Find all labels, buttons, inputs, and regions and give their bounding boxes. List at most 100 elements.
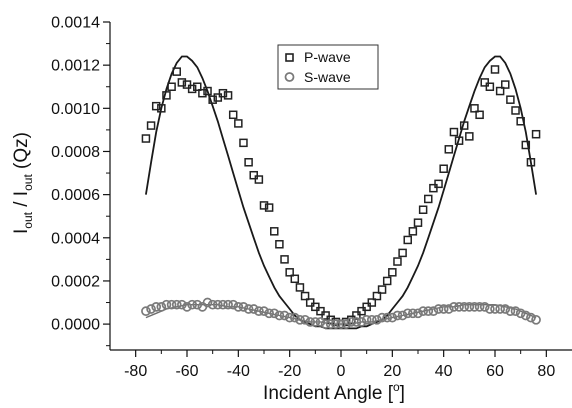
s-wave-point bbox=[310, 317, 321, 327]
y-tick-label: 0.0008 bbox=[51, 144, 100, 161]
y-tick-label: 0.0012 bbox=[51, 58, 100, 75]
p-wave-point bbox=[372, 291, 382, 301]
p-wave-point bbox=[187, 84, 197, 94]
s-wave-point bbox=[387, 312, 398, 323]
s-wave-point bbox=[269, 308, 280, 319]
y-tick-label: 0.0010 bbox=[51, 101, 100, 118]
legend-label-p-wave: P-wave bbox=[304, 49, 351, 65]
s-wave-point bbox=[336, 319, 346, 329]
s-wave-point bbox=[320, 319, 331, 329]
x-tick-label: -20 bbox=[278, 363, 301, 380]
p-wave-point bbox=[480, 78, 489, 87]
p-wave-point bbox=[444, 145, 454, 154]
s-wave-point bbox=[428, 306, 439, 317]
s-wave-point bbox=[531, 314, 541, 325]
p-wave-point bbox=[213, 93, 223, 102]
x-tick-label: -40 bbox=[227, 363, 250, 380]
p-wave-point bbox=[270, 227, 279, 236]
p-wave-point bbox=[198, 88, 207, 98]
p-wave-point bbox=[454, 136, 464, 145]
p-wave-point bbox=[490, 65, 500, 74]
s-wave-point bbox=[182, 301, 192, 312]
p-wave-point bbox=[470, 104, 479, 113]
p-wave-point bbox=[239, 138, 248, 148]
s-wave-point bbox=[202, 297, 213, 308]
s-wave-point bbox=[212, 299, 223, 310]
p-wave-point bbox=[485, 82, 495, 91]
s-wave-point bbox=[500, 304, 511, 314]
s-wave-point bbox=[238, 301, 249, 312]
p-wave-point bbox=[146, 121, 156, 130]
s-wave-point bbox=[315, 317, 326, 327]
p-wave-point bbox=[526, 158, 536, 167]
s-wave-point bbox=[192, 299, 203, 310]
s-wave-point bbox=[372, 314, 382, 325]
s-wave-point bbox=[254, 306, 264, 317]
s-wave-point bbox=[289, 312, 300, 323]
p-wave-point bbox=[280, 255, 289, 264]
s-wave-point bbox=[207, 299, 218, 310]
s-wave-point bbox=[228, 299, 239, 310]
p-wave-point bbox=[511, 106, 520, 115]
p-wave-point bbox=[418, 205, 428, 214]
p-wave-point bbox=[295, 283, 305, 292]
s-wave-point bbox=[151, 301, 162, 312]
p-wave-point bbox=[311, 302, 320, 312]
legend-marker-s-wave bbox=[284, 72, 295, 82]
p-wave-point bbox=[157, 104, 166, 113]
s-wave-point bbox=[361, 314, 372, 325]
p-wave-point bbox=[275, 240, 284, 249]
p-wave-point bbox=[449, 127, 459, 137]
p-wave-point bbox=[228, 110, 238, 120]
s-wave-point bbox=[454, 301, 464, 312]
s-wave-point bbox=[459, 301, 470, 312]
s-wave-point bbox=[449, 301, 459, 312]
s-wave-point bbox=[141, 306, 151, 317]
p-wave-point bbox=[305, 298, 315, 307]
s-wave-point bbox=[346, 317, 357, 327]
p-wave-point bbox=[218, 88, 228, 98]
s-wave-point bbox=[433, 304, 444, 314]
p-wave-point bbox=[459, 121, 469, 130]
s-wave-point bbox=[233, 301, 244, 312]
s-wave-point bbox=[356, 317, 367, 327]
s-wave-point bbox=[515, 308, 526, 319]
s-wave-point bbox=[382, 312, 393, 323]
p-wave-point bbox=[413, 218, 423, 227]
legend-box bbox=[277, 44, 379, 90]
s-wave-point bbox=[377, 312, 387, 323]
x-tick-label: 80 bbox=[537, 363, 555, 380]
p-wave-point bbox=[501, 80, 510, 89]
s-wave-point bbox=[305, 317, 316, 327]
p-wave-point bbox=[244, 158, 253, 167]
p-wave-point bbox=[531, 129, 541, 139]
s-wave-point bbox=[526, 312, 536, 323]
x-axis-title: Incident Angle [o] bbox=[263, 380, 405, 404]
s-wave-point bbox=[408, 308, 418, 319]
p-wave-point bbox=[424, 194, 433, 204]
s-wave-point bbox=[443, 304, 454, 314]
s-wave-point bbox=[351, 317, 362, 327]
x-tick-label: 60 bbox=[486, 363, 504, 380]
s-wave-point bbox=[156, 301, 167, 312]
p-wave-point bbox=[521, 140, 531, 150]
ticks: -80 -60 -40 -20 0 20 40 60 80 0.0000 0.0002 0.0004 0… bbox=[51, 15, 555, 381]
s-wave-point bbox=[279, 310, 290, 321]
p-wave-point bbox=[172, 67, 181, 76]
p-wave-point bbox=[193, 82, 202, 91]
p-wave-point bbox=[377, 285, 387, 294]
p-wave-point bbox=[357, 306, 366, 316]
p-wave-point bbox=[403, 235, 412, 245]
p-wave-point bbox=[367, 298, 377, 307]
s-wave-point bbox=[243, 304, 254, 314]
s-wave-point bbox=[438, 304, 449, 314]
p-wave-point bbox=[495, 86, 505, 96]
p-wave-point bbox=[167, 82, 176, 91]
s-wave-point bbox=[264, 308, 274, 319]
s-wave-point bbox=[295, 314, 305, 325]
s-wave-point bbox=[402, 308, 413, 319]
p-wave-point bbox=[429, 183, 438, 193]
s-wave-point bbox=[505, 306, 516, 317]
p-wave-point bbox=[264, 203, 274, 212]
